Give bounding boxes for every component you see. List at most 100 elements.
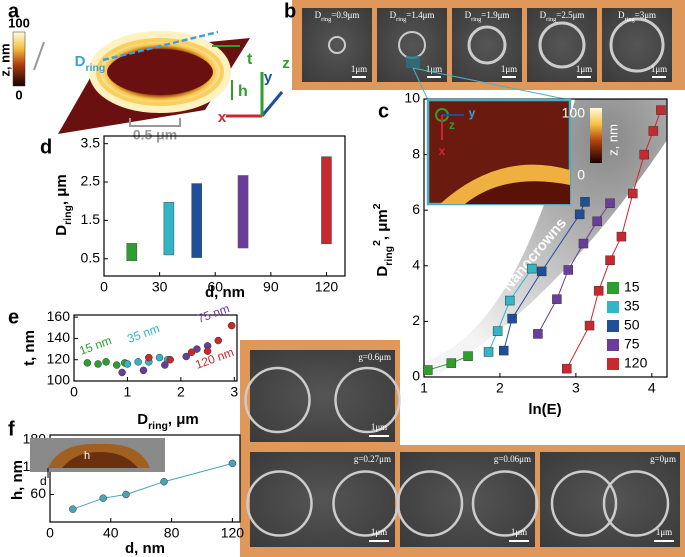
point [628,188,638,199]
x-tick-label: 1 [124,384,132,400]
x-axis-label: ln(E) [528,401,561,418]
ring [609,17,665,73]
legend-label: 120 [624,355,648,371]
colorbar-label: z, nm [0,43,12,76]
point [492,326,503,336]
legend-label: 50 [624,317,640,333]
ring [471,470,539,537]
y-tick-label: 1.5 [81,211,101,227]
y-axis-label-part: 2 [371,203,383,209]
point [552,294,562,304]
point [656,105,666,115]
image-label-part: D [618,10,625,20]
inset-scale-label: z, nm [605,124,620,156]
x-tick-label: 0 [70,384,78,400]
diameter-label-part: ring [86,62,106,74]
point [639,149,649,160]
scale-label: 1μm [651,64,667,74]
legend-swatch [607,301,619,313]
y-tick-label: 10 [404,90,420,106]
x-tick-label: 80 [164,525,180,541]
image-label: Dring=1.9μm [465,10,510,23]
sem-image [250,350,395,442]
image-label-part: D [390,10,397,20]
sem-image [400,452,535,547]
point [648,126,659,136]
axis-label: x [218,109,227,126]
point [533,329,543,339]
y-axis-label-part: D [374,266,391,277]
axis-label: z [282,55,290,72]
point [122,490,130,499]
image-label-part: =0.9μm [331,10,359,20]
point [584,320,595,331]
point [527,263,537,274]
diameter-label: Dring [75,53,106,74]
inset-axis-label: x [439,144,446,158]
point [203,347,212,355]
legend-swatch [607,358,619,370]
inset-label: h [84,450,90,462]
ring [246,470,313,537]
ring [328,36,346,54]
point [160,477,168,486]
image-label: g=0.6μm [358,352,391,362]
image-label-part: ring [396,16,407,23]
x-tick-label: 30 [152,279,168,295]
scale-label: 1μm [351,64,367,74]
sem-image [250,452,395,547]
image-label: g=0.27μm [354,454,391,464]
point [423,365,433,375]
axis-label: y [264,69,273,86]
x-tick-label: 2 [177,384,185,400]
image-label: Dring=0.9μm [315,10,360,23]
legend-swatch [607,320,619,332]
y-axis-label-part: , μm [53,174,70,205]
x-tick-label: 120 [221,525,245,541]
series-annotation: 75 nm [195,301,231,326]
y-axis-label: Dring, μm [53,174,74,236]
scale-label: 1μm [656,527,672,537]
y-axis-label: Dring2, μm2 [371,203,395,276]
point [592,216,602,227]
y-tick-label: 0 [412,368,420,384]
x-axis-label: d, nm [205,284,245,301]
inset-colorbar [590,108,602,163]
point [155,353,164,362]
point [123,360,132,368]
legend-swatch [607,282,619,294]
point [463,351,473,361]
panel-label: b [284,0,296,22]
y-tick-label: 160 [47,308,71,324]
plot-frame [73,314,238,382]
image-label-part: ring [546,16,557,23]
highlight [406,56,420,68]
point [182,352,190,361]
point [498,345,509,356]
sem-image [452,8,522,82]
plot-frame [103,135,346,277]
point [118,368,126,377]
image-label-part: ring [321,16,332,23]
ring [538,21,586,69]
y-axis-label-part: 2 [371,240,383,246]
y-tick-label: 2.5 [81,173,101,189]
point [227,321,236,330]
y-tick-label: 8 [412,145,420,161]
y-tick-label: 2 [412,312,420,328]
x-axis-label: Dring, μm [137,411,199,432]
legend-label: 75 [624,336,640,352]
point [214,336,223,345]
point [113,361,121,369]
thickness-label: t [247,51,253,68]
y-tick-label: 140 [47,329,71,345]
range-bar [191,183,202,258]
plot-frame [49,434,241,523]
point [593,286,604,296]
scale-label: 1μm [426,64,442,74]
x-tick-label: 0 [100,279,108,295]
panel-label: e [8,306,19,328]
point [166,355,174,364]
image-label-part: =1.9μm [481,10,509,20]
sem-image [377,8,447,82]
